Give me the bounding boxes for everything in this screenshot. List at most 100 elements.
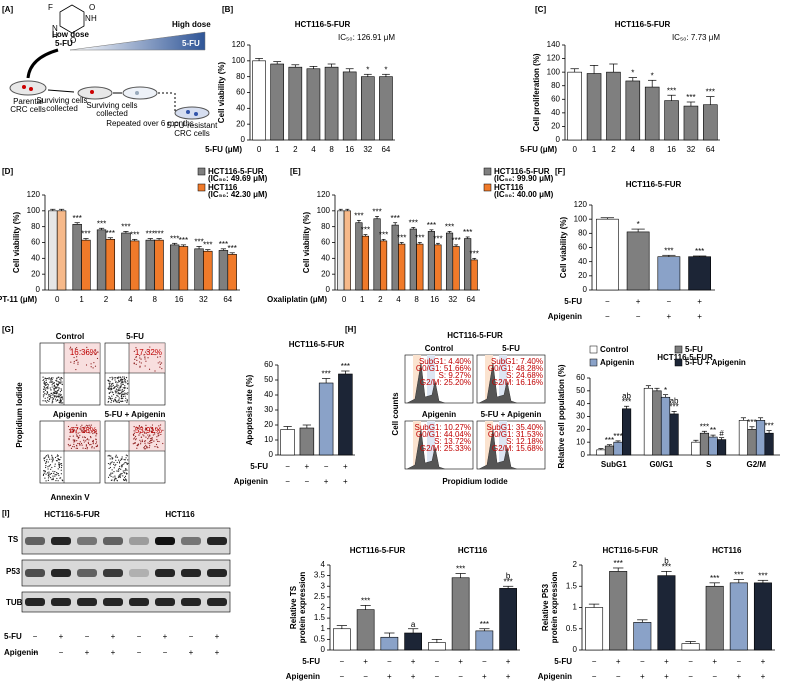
treatment-sign: + [59, 632, 64, 641]
flow-dot [111, 479, 113, 481]
flow-dot [159, 363, 161, 365]
flow-dot [72, 431, 74, 433]
flow-dot [111, 391, 113, 393]
bar [56, 210, 67, 291]
flow-dot [152, 429, 155, 431]
flow-dot [158, 434, 160, 436]
flow-dot [45, 465, 47, 467]
flow-dot [126, 462, 128, 464]
flow-dot [116, 390, 118, 392]
flow-dot [95, 428, 97, 431]
error-bar [662, 254, 676, 257]
flow-dot [126, 399, 128, 401]
dish [122, 86, 158, 100]
protein-label: P53 [6, 567, 21, 576]
treatment-sign: − [285, 477, 290, 486]
flow-dot [125, 467, 127, 470]
x-tick-label: 16 [345, 145, 354, 154]
flow-dot [86, 438, 89, 440]
flow-dot [56, 474, 58, 476]
flow-dot [149, 346, 151, 348]
flow-dot [59, 381, 61, 383]
flow-dot [86, 448, 88, 450]
flow-dot [74, 430, 76, 432]
legend-label: Control [600, 345, 628, 354]
treatment-sign: − [387, 657, 392, 666]
flow-dot [115, 381, 117, 383]
bar [379, 76, 393, 141]
treatment-sign: + [343, 462, 348, 471]
bar [337, 210, 345, 291]
flow-dot [54, 395, 56, 398]
phase-value: S: 12.18% [506, 437, 543, 446]
low-dose: Low dose [52, 30, 89, 39]
panel-label: [I] [2, 509, 10, 518]
phase-value: SubG1: 35.40% [487, 423, 543, 432]
treatment-sign: + [305, 462, 310, 471]
flow-dot [141, 440, 143, 443]
flow-dot [60, 382, 62, 384]
group-label: HCT116-5-FUR [350, 546, 406, 555]
flow-dot [133, 426, 135, 428]
flow-dot [82, 447, 84, 449]
flow-dot [114, 386, 116, 388]
flow-dot [58, 465, 60, 467]
flow-dot [73, 362, 75, 364]
protein-label: TS [8, 535, 19, 544]
phase-value: S: 9.27% [439, 371, 471, 380]
error-bar [472, 257, 477, 260]
bar [451, 577, 470, 651]
group-label: HCT116-5-FUR [602, 546, 658, 555]
flow-dot [56, 383, 58, 386]
flow-dot [132, 443, 134, 445]
significance: *** [700, 422, 709, 431]
flow-dot [114, 377, 117, 379]
flow-dot [125, 461, 127, 464]
phase-value: G2/M: 16.16% [492, 378, 543, 387]
flow-dot [61, 396, 63, 398]
error-bar [393, 222, 398, 226]
flow-dot [145, 427, 147, 429]
flow-dot [57, 396, 59, 398]
error-bar [363, 73, 372, 77]
bar [683, 105, 699, 141]
flow-dot [121, 395, 123, 398]
flow-dot [94, 349, 97, 351]
arrow [47, 89, 75, 93]
y-tick-label: 20 [31, 269, 40, 278]
flow-dot [43, 388, 45, 390]
flow-dot [148, 436, 150, 438]
step: 5-FU-resistant [167, 121, 218, 130]
flow-dot [108, 398, 110, 400]
bar [380, 240, 388, 291]
panel-label: [B] [222, 5, 233, 14]
x-tick-label: 64 [381, 145, 390, 154]
flow-dot [111, 395, 113, 397]
flow-dot [116, 461, 118, 464]
error-bar [411, 227, 416, 230]
bar [227, 254, 237, 291]
y-tick-label: 140 [547, 40, 561, 49]
phase-shade [485, 421, 493, 469]
flow-dot [118, 476, 120, 478]
treatment-sign: + [111, 632, 116, 641]
flow-dot [44, 397, 46, 399]
flow-dot [118, 401, 120, 404]
error-bar [321, 378, 331, 383]
treatment-sign: + [215, 648, 220, 657]
significance: *** [664, 246, 673, 255]
error-bar [671, 411, 677, 414]
flow-dot [127, 459, 129, 461]
flow-dot [154, 353, 156, 356]
phase-value: G0/G1: 31.53% [488, 430, 543, 439]
flow-dot [117, 377, 119, 380]
flow-dot [43, 385, 45, 388]
bar [360, 76, 375, 141]
flow-dot [120, 386, 122, 388]
flow-dot [125, 392, 127, 394]
legend-swatch [197, 167, 206, 176]
flow-dot [55, 480, 57, 482]
flow-dot [60, 396, 62, 398]
significance: * [651, 71, 654, 80]
flow-dot [61, 377, 63, 380]
